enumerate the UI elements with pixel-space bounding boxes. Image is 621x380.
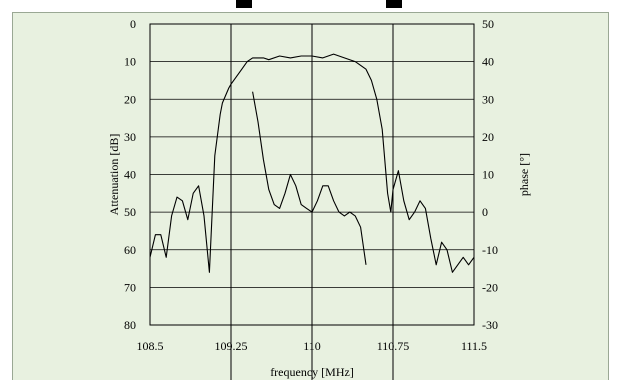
series-line-phase	[252, 91, 367, 265]
y-tick-label-0: 0	[130, 17, 136, 31]
x-tick-label-2: 110	[303, 339, 321, 353]
y-tick-label-1: 10	[124, 55, 136, 69]
y-tick-label-5: 50	[124, 205, 136, 219]
y-tick-label-6: 60	[124, 243, 136, 257]
y2-tick-label-4: 10	[482, 168, 494, 182]
y2-tick-label-1: 40	[482, 55, 494, 69]
cropped-top-bar-left	[236, 0, 252, 8]
y2-tick-label-7: -20	[482, 280, 498, 294]
x-tick-label-3: 110.75	[377, 339, 410, 353]
x-tick-labels: 108.5 109.25 110 110.75 111.5	[137, 339, 488, 353]
y-tick-label-3: 30	[124, 130, 136, 144]
x-tick-label-0: 108.5	[137, 339, 164, 353]
y2-tick-label-6: -10	[482, 243, 498, 257]
x-tick-label-4: 111.5	[461, 339, 487, 353]
plot-frame	[149, 23, 475, 326]
y2-tick-label-2: 30	[482, 92, 494, 106]
left-tick-labels: 0 10 20 30 40 50 60 70 80	[124, 17, 136, 332]
y-tick-label-2: 20	[124, 92, 136, 106]
y2-tick-label-0: 50	[482, 17, 494, 31]
chart-panel	[12, 12, 609, 380]
x-tick-label-1: 109.25	[215, 339, 248, 353]
series-layer	[149, 53, 475, 273]
x-axis-label: frequency [MHz]	[270, 365, 354, 379]
series-line-attenuation	[149, 53, 475, 273]
cropped-top-bar-right	[386, 0, 402, 8]
right-tick-labels: 50 40 30 20 10 0 -10 -20 -30	[482, 17, 498, 332]
y-axis-label: Attenuation [dB]	[107, 134, 121, 216]
y2-tick-label-8: -30	[482, 318, 498, 332]
y2-tick-label-3: 20	[482, 130, 494, 144]
vertical-grid	[230, 24, 394, 380]
y2-axis-label: phase [°]	[517, 153, 531, 196]
y2-tick-label-5: 0	[482, 205, 488, 219]
y-tick-label-8: 80	[124, 318, 136, 332]
y-tick-label-4: 40	[124, 168, 136, 182]
y-tick-label-7: 70	[124, 280, 136, 294]
